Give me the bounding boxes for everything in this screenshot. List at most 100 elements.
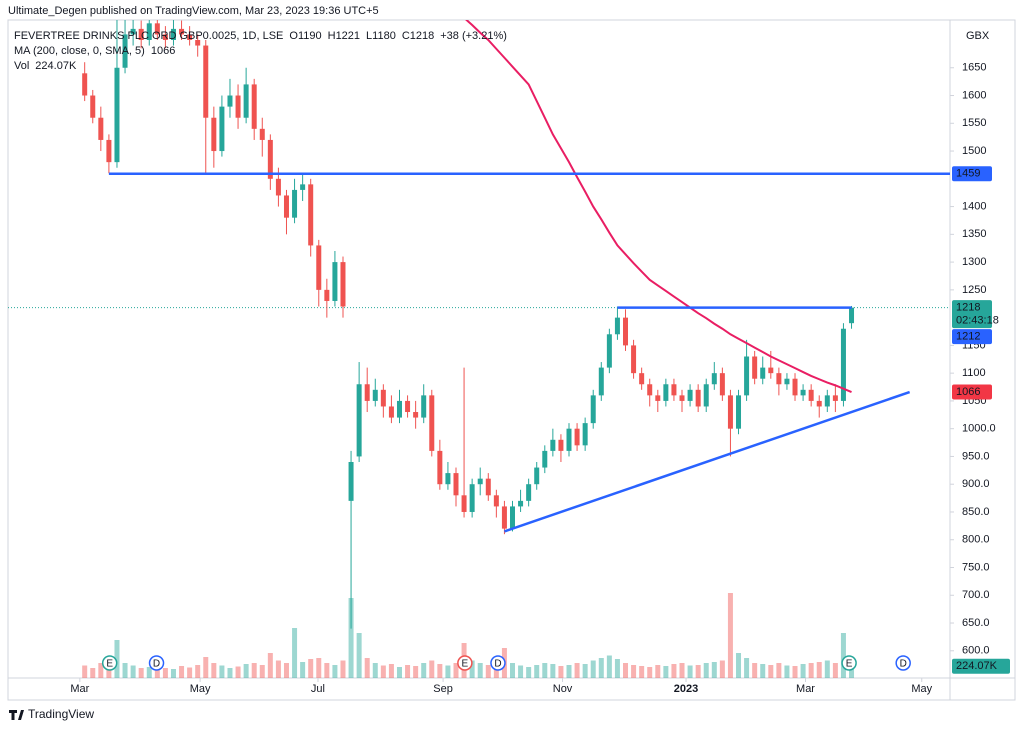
candle-body <box>655 395 661 401</box>
event-marker <box>841 655 857 671</box>
x-tick-label: May <box>911 683 932 695</box>
volume-bar <box>356 633 362 678</box>
volume-bar <box>695 665 701 678</box>
x-tick-label: Mar <box>70 683 89 695</box>
candle-body <box>130 28 136 35</box>
x-tick-label: Sep <box>433 683 453 695</box>
candle-body <box>154 23 160 35</box>
volume-bar <box>679 663 685 678</box>
volume-bar <box>800 664 806 678</box>
volume-bar <box>203 657 209 678</box>
volume-bar <box>292 628 298 678</box>
legend-text: 1066 <box>151 45 175 57</box>
volume-bar <box>534 665 540 678</box>
volume-bar <box>703 663 709 678</box>
volume-box-label: 224.07K <box>956 660 998 672</box>
x-tick-label: 2023 <box>674 683 698 695</box>
volume-bar <box>162 668 168 678</box>
header: Ultimate_Degen published on TradingView.… <box>8 5 379 17</box>
candle-body <box>162 34 168 40</box>
volume-bar <box>590 660 596 678</box>
x-tick-label: May <box>190 683 211 695</box>
event-letter: E <box>846 659 853 670</box>
volume-bar <box>154 665 160 678</box>
candle-body <box>421 395 427 418</box>
candle-body <box>283 195 289 218</box>
candle-body <box>179 28 185 35</box>
event-letter: D <box>900 659 907 670</box>
candle-body <box>832 395 838 401</box>
price-box <box>952 329 992 345</box>
volume-bar <box>485 665 491 678</box>
candle-body <box>348 461 354 501</box>
candle-body <box>453 473 459 496</box>
drawn-line <box>504 390 911 533</box>
candle-body <box>695 389 701 407</box>
candle-body <box>727 395 733 429</box>
candle-body <box>219 106 225 152</box>
candle-body <box>606 334 612 368</box>
volume-bar <box>558 666 564 678</box>
candle-body <box>736 395 742 429</box>
y-tick-label: 1100 <box>962 367 986 379</box>
event-letter: E <box>462 659 469 670</box>
plot-area <box>8 20 950 678</box>
volume-bar <box>606 655 612 678</box>
candle-body <box>784 378 790 385</box>
volume-bar <box>719 660 725 678</box>
volume-bar <box>300 662 306 678</box>
volume-bar <box>453 663 459 678</box>
candle-body <box>98 117 104 140</box>
volume-bar <box>170 669 176 678</box>
price-box <box>952 166 992 182</box>
volume-bar <box>146 667 152 678</box>
candle-body <box>461 495 467 512</box>
candle-body <box>703 384 709 407</box>
candle-body <box>90 95 96 118</box>
legend-text: L1180 <box>366 30 396 42</box>
y-tick-label: 1500 <box>962 145 986 157</box>
candle-body <box>380 389 386 407</box>
candle-body <box>372 389 378 401</box>
candle-body <box>760 367 766 379</box>
volume-bar <box>614 659 620 678</box>
volume-bar <box>98 663 104 678</box>
volume-bar <box>849 666 855 678</box>
countdown: 02:43:18 <box>956 315 999 327</box>
event-marker <box>101 655 118 671</box>
y-tick-label: 600.0 <box>962 645 990 657</box>
volume-bar <box>219 665 225 678</box>
volume-bar <box>663 666 669 678</box>
volume-bar <box>82 665 88 678</box>
legend-text: +38 (+3.21%) <box>440 30 507 42</box>
volume-bar <box>493 664 499 678</box>
volume-bar <box>437 664 443 678</box>
candle-body <box>744 356 750 396</box>
candle-body <box>768 367 774 374</box>
legend-text: FEVERTREE DRINKS PLC ORD GBP0.0025, 1D, … <box>14 30 283 42</box>
volume-bar <box>816 662 822 678</box>
candle-body <box>671 384 677 396</box>
event-marker <box>895 655 911 671</box>
frame <box>7 19 1016 701</box>
x-tick-label: Mar <box>796 683 815 695</box>
volume-bar <box>647 667 653 678</box>
candle-body <box>170 28 176 40</box>
volume-bar <box>211 663 217 678</box>
y-tick-label: 1000.0 <box>962 423 996 435</box>
candle-body <box>122 34 128 68</box>
volume-bar <box>518 665 524 678</box>
event-letter: D <box>153 659 160 670</box>
candle-body <box>195 39 201 46</box>
volume-bar <box>308 659 314 678</box>
candle-body <box>493 495 499 507</box>
y-tick-label: 1650 <box>962 62 986 74</box>
volume-bar <box>792 666 798 678</box>
legend-text: H1221 <box>328 30 360 42</box>
candle-body <box>816 400 822 407</box>
y-tick-label: 1300 <box>962 256 986 268</box>
candle-body <box>485 478 491 496</box>
volume-bar <box>477 663 483 678</box>
legend-text: C1218 <box>402 30 434 42</box>
